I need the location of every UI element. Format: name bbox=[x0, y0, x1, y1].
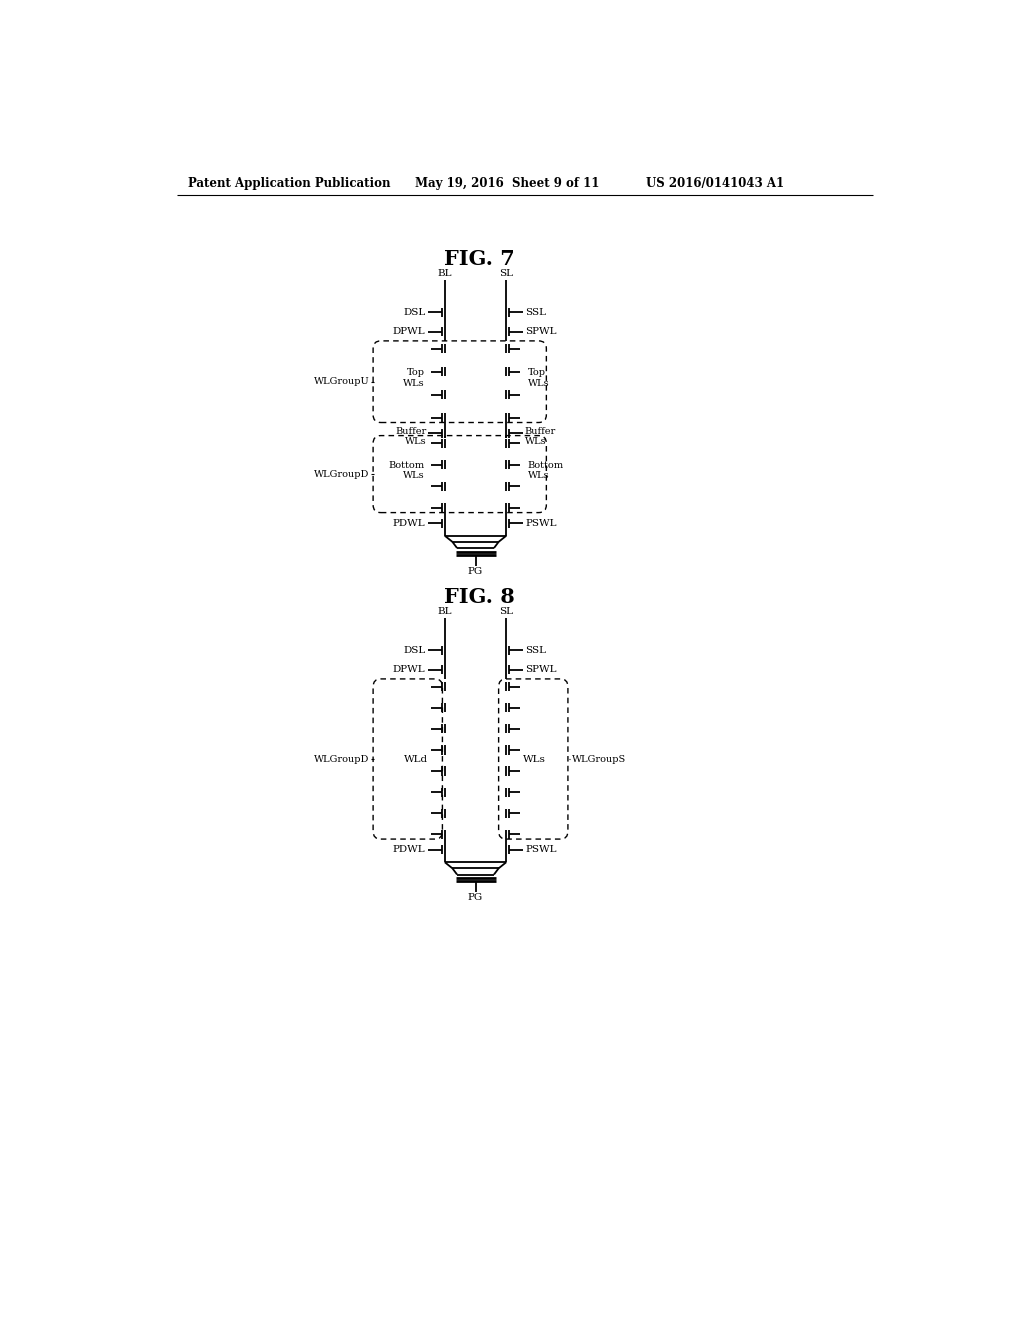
Text: BL: BL bbox=[437, 607, 452, 616]
Text: Top
WLs: Top WLs bbox=[528, 368, 550, 388]
Text: DPWL: DPWL bbox=[393, 327, 425, 337]
Text: PG: PG bbox=[468, 566, 483, 576]
Text: WLGroupD: WLGroupD bbox=[314, 755, 370, 763]
Text: May 19, 2016  Sheet 9 of 11: May 19, 2016 Sheet 9 of 11 bbox=[416, 177, 600, 190]
Text: SSL: SSL bbox=[525, 308, 547, 317]
Text: Bottom
WLs: Bottom WLs bbox=[528, 461, 564, 480]
Text: Buffer
WLs: Buffer WLs bbox=[395, 426, 426, 446]
Text: Bottom
WLs: Bottom WLs bbox=[388, 461, 425, 480]
Text: PG: PG bbox=[468, 894, 483, 902]
Text: DPWL: DPWL bbox=[393, 665, 425, 675]
Text: SPWL: SPWL bbox=[525, 327, 557, 337]
Text: PSWL: PSWL bbox=[525, 845, 557, 854]
Text: FIG. 8: FIG. 8 bbox=[444, 586, 515, 606]
Text: PDWL: PDWL bbox=[393, 519, 425, 528]
Text: SL: SL bbox=[500, 607, 513, 616]
Text: BL: BL bbox=[437, 269, 452, 279]
Text: WLGroupU: WLGroupU bbox=[313, 378, 370, 387]
Text: Patent Application Publication: Patent Application Publication bbox=[188, 177, 391, 190]
Text: WLGroupS: WLGroupS bbox=[571, 755, 626, 763]
Text: SPWL: SPWL bbox=[525, 665, 557, 675]
Text: FIG. 7: FIG. 7 bbox=[444, 248, 515, 268]
Text: Buffer
WLs: Buffer WLs bbox=[524, 426, 556, 446]
Text: WLGroupD: WLGroupD bbox=[314, 470, 370, 479]
Text: WLd: WLd bbox=[404, 755, 429, 763]
Text: DSL: DSL bbox=[403, 645, 425, 655]
Text: SL: SL bbox=[500, 269, 513, 279]
Text: Top
WLs: Top WLs bbox=[403, 368, 425, 388]
Text: WLs: WLs bbox=[522, 755, 546, 763]
Text: PDWL: PDWL bbox=[393, 845, 425, 854]
Text: US 2016/0141043 A1: US 2016/0141043 A1 bbox=[646, 177, 784, 190]
Text: DSL: DSL bbox=[403, 308, 425, 317]
Text: PSWL: PSWL bbox=[525, 519, 557, 528]
Text: SSL: SSL bbox=[525, 645, 547, 655]
